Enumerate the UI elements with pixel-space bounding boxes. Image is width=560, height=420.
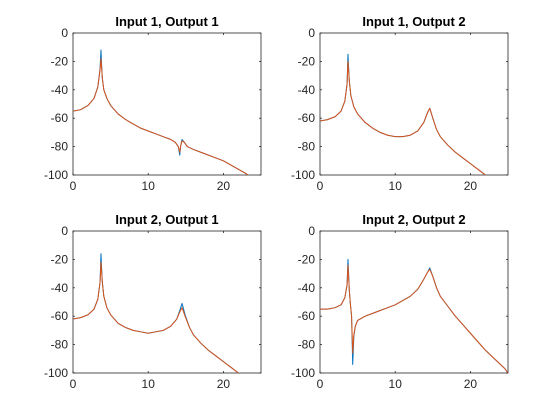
series-line-2 xyxy=(73,261,239,373)
x-tick-label: 0 xyxy=(317,179,324,193)
y-tick-label: -100 xyxy=(44,168,68,182)
y-tick-label: -20 xyxy=(51,252,69,266)
y-tick-label: -20 xyxy=(51,54,69,68)
x-tick-label: 20 xyxy=(464,377,478,391)
axes-box xyxy=(72,230,262,374)
series-line-2 xyxy=(73,58,249,175)
y-tick-label: -100 xyxy=(44,366,68,380)
subplot-4: 0 10 20 0 -20 -40 -60 -80 -100 Input 2, Output 2 xyxy=(291,212,509,391)
y-tick-label: -80 xyxy=(298,338,316,352)
y-tick-label: -80 xyxy=(298,140,316,154)
y-tick-label: -40 xyxy=(51,281,69,295)
y-tick-label: -40 xyxy=(298,83,316,97)
subplot-1: 0 10 20 0 -20 -40 -60 -80 -100 Input 1, Output 1 xyxy=(44,14,262,193)
x-tick-label: 10 xyxy=(389,179,403,193)
y-tick-label: 0 xyxy=(308,26,315,40)
series-group xyxy=(320,258,508,373)
axes-box xyxy=(319,32,509,176)
series-group xyxy=(73,49,249,175)
y-tick-label: -60 xyxy=(298,111,316,125)
subplot-3: 0 10 20 0 -20 -40 -60 -80 -100 Input 2, Output 1 xyxy=(44,212,262,391)
x-tick-label: 20 xyxy=(217,179,231,193)
y-tick-label: -80 xyxy=(51,338,69,352)
subplot-2: 0 10 20 0 -20 -40 -60 -80 -100 Input 1, Output 2 xyxy=(291,14,509,193)
series-group xyxy=(320,53,486,175)
subplot-title: Input 1, Output 1 xyxy=(115,14,218,29)
axes-box xyxy=(319,230,509,374)
x-tick-label: 0 xyxy=(317,377,324,391)
y-tick-label: -100 xyxy=(291,366,315,380)
y-tick-label: -60 xyxy=(51,309,69,323)
x-tick-label: 0 xyxy=(70,377,77,391)
y-tick-label: -40 xyxy=(51,83,69,97)
y-tick-label: -20 xyxy=(298,54,316,68)
x-tick-label: 0 xyxy=(70,179,77,193)
series-group xyxy=(73,253,239,373)
x-tick-label: 20 xyxy=(217,377,231,391)
x-tick-label: 20 xyxy=(464,179,478,193)
x-tick-label: 10 xyxy=(142,179,156,193)
axes-box xyxy=(72,32,262,176)
y-tick-label: -60 xyxy=(51,111,69,125)
y-tick-label: -80 xyxy=(51,140,69,154)
y-tick-label: -60 xyxy=(298,309,316,323)
y-tick-label: -20 xyxy=(298,252,316,266)
subplot-title: Input 2, Output 1 xyxy=(115,212,218,227)
y-tick-label: 0 xyxy=(308,224,315,238)
y-tick-label: 0 xyxy=(61,26,68,40)
y-tick-label: -100 xyxy=(291,168,315,182)
y-tick-label: 0 xyxy=(61,224,68,238)
series-line-2 xyxy=(320,264,508,373)
x-tick-label: 10 xyxy=(142,377,156,391)
subplot-title: Input 1, Output 2 xyxy=(362,14,465,29)
x-tick-label: 10 xyxy=(389,377,403,391)
y-tick-label: -40 xyxy=(298,281,316,295)
subplot-title: Input 2, Output 2 xyxy=(362,212,465,227)
series-line-2 xyxy=(320,60,486,175)
